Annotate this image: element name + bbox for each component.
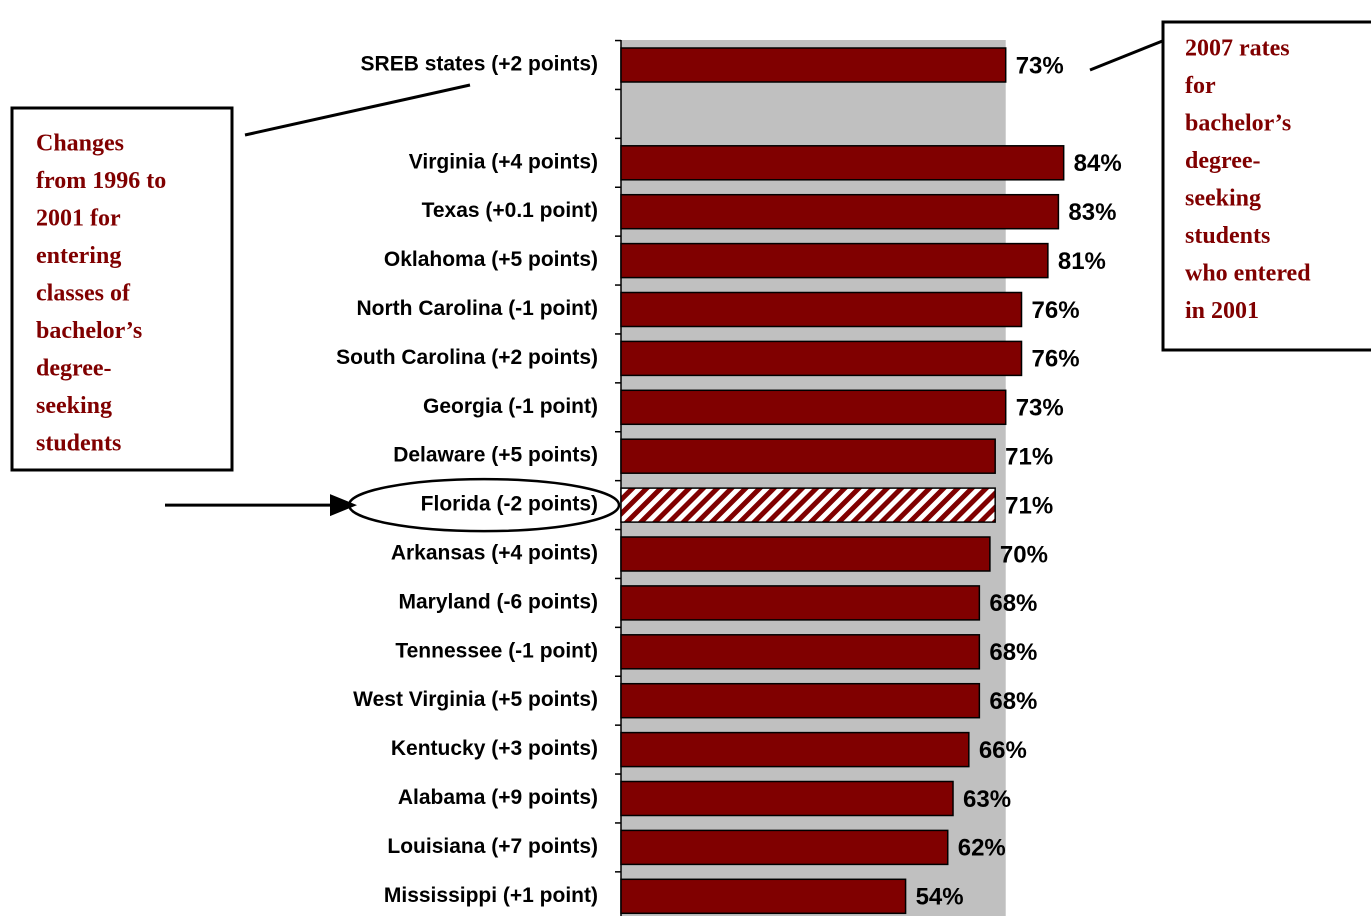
bar — [620, 145, 1065, 181]
annotation-text: students — [36, 431, 121, 457]
bar — [620, 389, 1007, 426]
data-label: 66% — [979, 737, 1027, 764]
y-tick-label: Arkansas (+4 points) — [391, 542, 598, 565]
connector-line — [244, 83, 471, 137]
annotation-box — [1161, 20, 1371, 352]
annotation-text: who entered — [1185, 261, 1311, 287]
arrow-head — [330, 494, 357, 517]
annotation-text: seeking — [1185, 186, 1261, 212]
data-label: 68% — [989, 639, 1037, 666]
bar — [620, 340, 1023, 377]
annotation-text: entering — [36, 243, 121, 269]
bar — [620, 47, 1007, 83]
y-tick-label: SREB states (+2 points) — [361, 53, 598, 76]
annotation-text: classes of — [36, 281, 131, 307]
y-tick-label: Georgia (-1 point) — [423, 395, 598, 418]
y-tick-label: Florida (-2 points) — [421, 493, 598, 516]
annotation-text: degree- — [1185, 148, 1261, 174]
data-label: 73% — [1016, 52, 1064, 79]
bar — [620, 829, 949, 866]
annotation-text: seeking — [36, 393, 112, 419]
y-tick-label: Texas (+0.1 point) — [422, 199, 598, 222]
annotation-text: students — [1185, 223, 1270, 249]
annotation-text: 2007 rates — [1185, 36, 1290, 62]
y-tick-label: Mississippi (+1 point) — [384, 884, 598, 907]
bar — [620, 878, 907, 915]
data-label: 68% — [989, 688, 1037, 715]
bar — [620, 242, 1049, 279]
bar — [620, 634, 981, 670]
data-label: 73% — [1016, 395, 1064, 422]
plot-area — [621, 40, 1006, 916]
annotation-text: 2001 for — [36, 206, 121, 232]
y-tick-label: West Virginia (+5 points) — [353, 688, 598, 711]
annotation-text: degree- — [36, 356, 112, 382]
y-tick-label: Oklahoma (+5 points) — [384, 248, 598, 271]
y-tick-label: Delaware (+5 points) — [393, 444, 598, 467]
data-label: 81% — [1058, 248, 1106, 275]
y-tick-label: Louisiana (+7 points) — [387, 835, 598, 858]
y-tick-label: Tennessee (-1 point) — [395, 639, 598, 662]
data-label: 76% — [1032, 346, 1080, 373]
annotation-text: bachelor’s — [1185, 111, 1291, 137]
data-label: 68% — [989, 590, 1037, 617]
bar — [620, 536, 991, 572]
bar — [620, 585, 981, 621]
data-label: 71% — [1005, 444, 1053, 471]
data-label: 54% — [916, 884, 964, 911]
data-label: 62% — [958, 835, 1006, 862]
bar — [620, 780, 954, 817]
bar — [620, 438, 996, 474]
bar — [620, 731, 970, 768]
annotation-text: bachelor’s — [36, 318, 142, 344]
annotation-text: Changes — [36, 131, 124, 157]
data-label: 63% — [963, 786, 1011, 813]
bar — [620, 682, 981, 719]
annotation-text: in 2001 — [1185, 298, 1259, 324]
y-tick-label: North Carolina (-1 point) — [357, 297, 598, 320]
data-label: 71% — [1005, 492, 1053, 519]
connector-line — [1089, 38, 1166, 72]
data-label: 84% — [1074, 150, 1122, 177]
data-label: 76% — [1032, 297, 1080, 324]
data-label: 70% — [1000, 541, 1048, 568]
y-tick-label: South Carolina (+2 points) — [336, 346, 598, 369]
y-tick-label: Alabama (+9 points) — [398, 786, 598, 809]
bar — [620, 487, 996, 523]
bar — [620, 291, 1023, 328]
annotation-text: from 1996 to — [36, 168, 166, 194]
annotation-box — [10, 106, 234, 472]
y-tick-label: Maryland (-6 points) — [398, 590, 598, 613]
bar — [620, 193, 1060, 230]
data-label: 83% — [1068, 199, 1116, 226]
y-tick-label: Kentucky (+3 points) — [391, 737, 598, 760]
y-tick-label: Virginia (+4 points) — [409, 150, 598, 173]
annotation-text: for — [1185, 73, 1216, 99]
